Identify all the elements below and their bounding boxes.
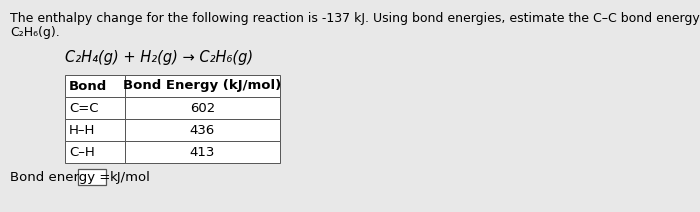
Text: 602: 602 <box>190 102 215 114</box>
Text: C=C: C=C <box>69 102 99 114</box>
Bar <box>125 119 280 141</box>
Text: C–H: C–H <box>69 145 94 159</box>
Text: Bond energy =: Bond energy = <box>10 170 115 184</box>
Text: The enthalpy change for the following reaction is -137 kJ. Using bond energies, : The enthalpy change for the following re… <box>10 12 700 25</box>
Text: 436: 436 <box>190 124 215 137</box>
Bar <box>125 75 280 97</box>
Text: H–H: H–H <box>69 124 95 137</box>
Bar <box>78 169 106 185</box>
Text: C₂H₄(g) + H₂(g) → C₂H₆(g): C₂H₄(g) + H₂(g) → C₂H₆(g) <box>65 50 253 65</box>
Bar <box>125 141 280 163</box>
Text: Bond: Bond <box>69 80 107 92</box>
Bar <box>125 97 280 119</box>
Bar <box>65 97 125 119</box>
Text: C₂H₆(g).: C₂H₆(g). <box>10 26 60 39</box>
Text: kJ/mol: kJ/mol <box>110 170 151 184</box>
Bar <box>65 119 125 141</box>
Bar <box>65 75 125 97</box>
Text: 413: 413 <box>190 145 215 159</box>
Bar <box>65 141 125 163</box>
Text: Bond Energy (kJ/mol): Bond Energy (kJ/mol) <box>123 80 281 92</box>
